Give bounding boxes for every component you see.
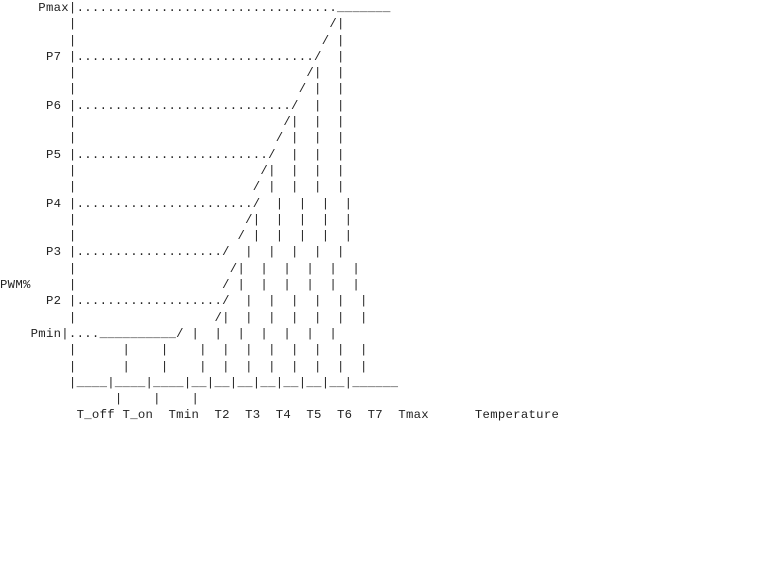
diagram-line: P4 |......................./ | | | | — [0, 196, 353, 211]
diagram-line: |____|____|____|__|__|__|__|__|__|__|___… — [0, 375, 399, 390]
diagram-line: | / | | | — [0, 131, 345, 146]
diagram-line: P2 |.................../ | | | | | | — [0, 294, 368, 309]
diagram-line: P3 |.................../ | | | | | — [0, 245, 345, 260]
diagram-line: | /| | | | | | — [0, 261, 360, 276]
diagram-line: P5 |........................./ | | | — [0, 147, 345, 162]
diagram-line: | | | — [0, 392, 200, 407]
diagram-line: | / | — [0, 33, 345, 48]
diagram-line: Pmin|....__________/ | | | | | | | — [0, 326, 338, 341]
diagram-line: P7 |.............................../ | — [0, 49, 345, 64]
ascii-diagram: Pmax|.................................._… — [0, 1, 560, 423]
diagram-line: | /| | | | | | | — [0, 310, 368, 325]
diagram-line: | | | | | | | | | | | — [0, 359, 368, 374]
diagram-line: | /| | | | — [0, 163, 345, 178]
diagram-line: | | | | | | | | | | | — [0, 343, 368, 358]
diagram-line: T_off T_on Tmin T2 T3 T4 T5 T6 T7 Tmax T… — [0, 408, 560, 423]
diagram-line: PWM% | / | | | | | | — [0, 278, 360, 293]
diagram-line: | /| | | | | — [0, 212, 353, 227]
diagram-line: | / | | | | — [0, 180, 345, 195]
diagram-line: Pmax|.................................._… — [0, 1, 391, 15]
diagram-line: | /| | — [0, 66, 345, 81]
diagram-line: | / | | | | | — [0, 229, 353, 244]
diagram-line: | /| | | — [0, 115, 345, 130]
diagram-line: P6 |............................/ | | — [0, 98, 345, 113]
diagram-line: | / | | — [0, 82, 345, 97]
diagram-line: | /| — [0, 17, 345, 32]
